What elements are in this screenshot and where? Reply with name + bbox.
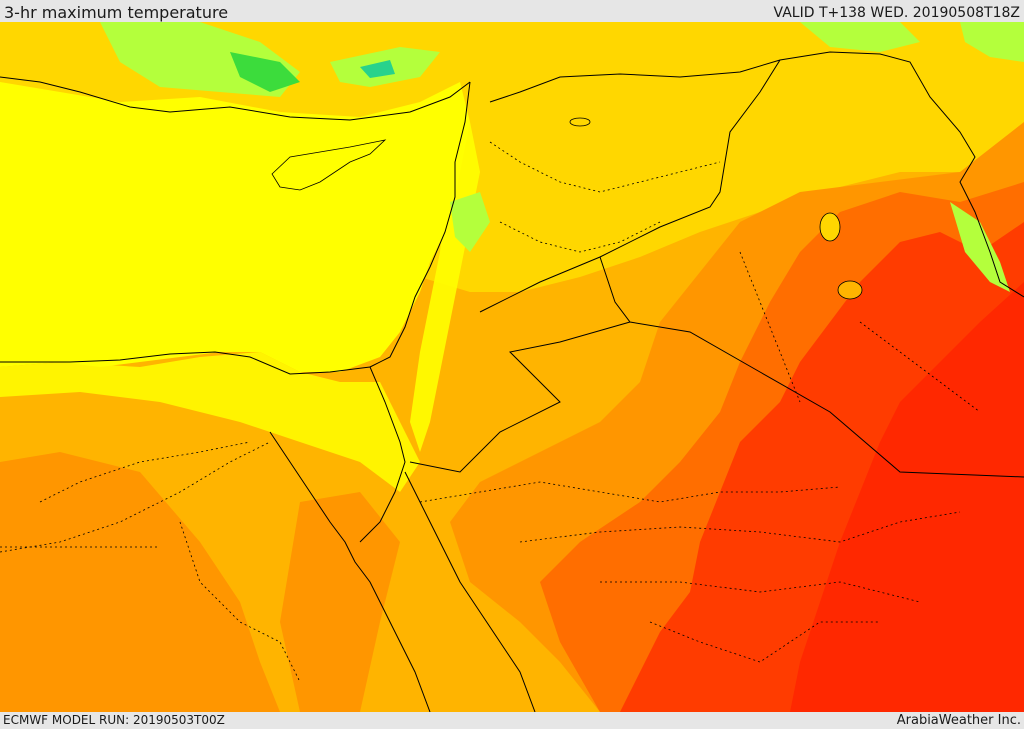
hot-region-orange-west (0, 452, 280, 712)
cyprus-island (271, 139, 387, 191)
mediterranean-sea (0, 82, 470, 372)
footer-bar: ECMWF MODEL RUN: 20190503T00Z ArabiaWeat… (0, 712, 1024, 729)
map-title: 3-hr maximum temperature (4, 3, 229, 22)
coastal-yellow (0, 352, 420, 492)
lake-tharthar (819, 212, 841, 242)
country-borders (0, 51, 1024, 712)
green-patch-lebanon (450, 192, 490, 252)
title-bar: 3-hr maximum temperature VALID T+138 WED… (0, 0, 1024, 22)
model-run-label: ECMWF MODEL RUN: 20190503T00Z (3, 713, 225, 727)
credit-label: ArabiaWeather Inc. (896, 713, 1021, 728)
green-patch-zagros (950, 202, 1010, 292)
green-patch-turkey-center (230, 52, 300, 92)
hot-region-deep-red (790, 282, 1024, 712)
green-patch-teal-1 (360, 60, 395, 78)
hot-region-orange-center (280, 492, 400, 712)
map-canvas (0, 22, 1024, 712)
temperature-map (0, 22, 1024, 712)
green-patch-far-east (960, 22, 1024, 62)
lake-razazah (837, 280, 863, 300)
valid-time: VALID T+138 WED. 20190508T18Z (773, 5, 1020, 21)
province-boundaries (0, 141, 981, 683)
lake-assad (569, 117, 591, 127)
green-patch-northeast (800, 22, 920, 52)
